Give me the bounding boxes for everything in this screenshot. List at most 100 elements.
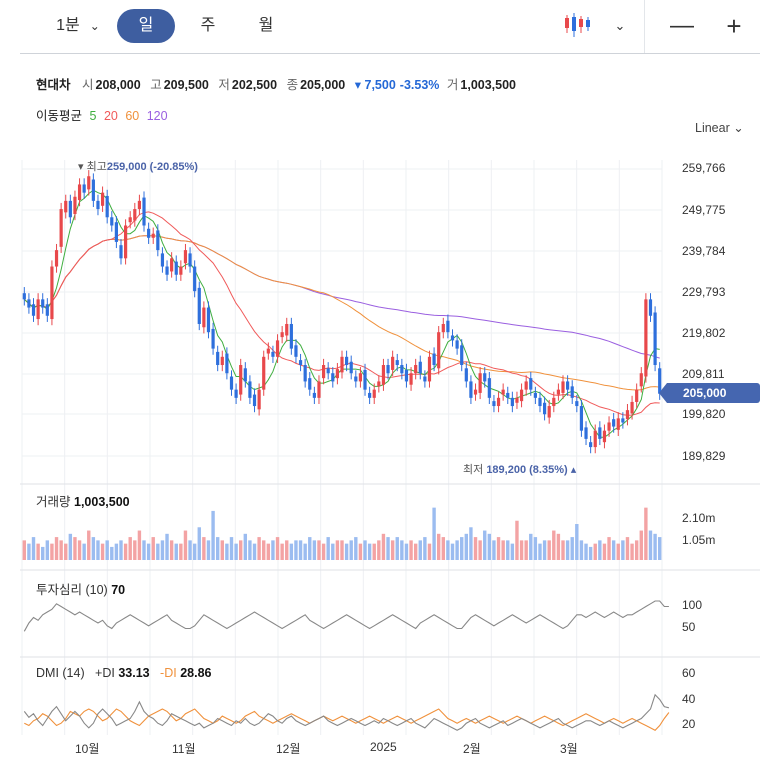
volume-bar [634, 540, 639, 560]
volume-bar [215, 537, 220, 560]
volume-bar [105, 540, 109, 560]
candle-body [27, 299, 31, 308]
volume-bar [367, 543, 372, 560]
candle-body [280, 332, 284, 338]
candle-body [317, 381, 321, 398]
candle-body [100, 192, 105, 206]
candle-body [404, 369, 409, 382]
volume-bar [280, 543, 284, 560]
volume-bar [625, 537, 630, 560]
x-tick: 10월 [75, 742, 100, 756]
volume-bar [506, 540, 510, 560]
volume-bar [556, 533, 561, 560]
candle-body [36, 299, 40, 320]
candle-body [156, 230, 160, 251]
candle-body [298, 360, 303, 366]
psych-tick: 50 [682, 620, 696, 634]
candle-body [170, 258, 174, 272]
volume-bar [68, 533, 73, 560]
volume-bar [607, 537, 611, 560]
volume-bar [570, 537, 574, 560]
candle-body [455, 340, 459, 349]
candle-body [464, 368, 468, 382]
candle-body [487, 378, 491, 398]
candle-body [225, 353, 229, 374]
volume-bar [133, 540, 137, 560]
chart-type-chevron-icon[interactable]: ⌄ [614, 18, 626, 33]
volume-bar [460, 537, 464, 560]
volume-bar [275, 537, 280, 560]
candle-body [303, 365, 307, 382]
candle-body [441, 323, 445, 333]
volume-bar [160, 540, 165, 560]
candle-body [275, 340, 280, 357]
price-tick: 209,811 [682, 367, 725, 381]
scale-mode-dropdown[interactable]: Linear ⌄ [695, 121, 744, 135]
candle-body [289, 323, 293, 349]
volume-bar [616, 543, 620, 560]
volume-bar [179, 543, 183, 560]
volume-bar [533, 537, 538, 560]
candle-body [82, 184, 86, 193]
candle-body [450, 335, 455, 341]
change-percent: -3.53% [399, 78, 440, 92]
volume-bar [593, 543, 597, 560]
candle-body [547, 406, 551, 418]
candle-body [427, 356, 432, 382]
ma-label: 이동평균 [36, 109, 83, 123]
ma-120: 120 [146, 109, 168, 123]
volume-bar [340, 540, 344, 560]
quote-summary: 현대차 시 208,000 고 209,500 저 202,500 종 205,000 … [36, 74, 522, 93]
candle-body [331, 373, 335, 382]
candle-body [114, 222, 118, 242]
candle-body [607, 422, 611, 431]
candle-body [59, 209, 63, 247]
candle-body [216, 351, 220, 366]
volume-bar [188, 540, 192, 560]
psych-tick: 100 [682, 598, 703, 612]
volume-bar [45, 540, 50, 560]
tab-month[interactable]: 월 [258, 17, 274, 34]
candle-body [123, 225, 128, 259]
candle-body [165, 266, 169, 275]
period-dropdown[interactable]: 1분 ⌄ [48, 9, 108, 43]
period-label: 1분 [56, 17, 80, 34]
volume-bar [469, 527, 473, 560]
candle-body [188, 253, 192, 267]
candle-body [41, 299, 45, 308]
candle-body [151, 233, 155, 238]
psych-panel-title: 투자심리 (10) 70 [36, 579, 125, 598]
candle-body [483, 373, 487, 382]
tab-day[interactable]: 일 [117, 9, 175, 43]
psych-panel-value: 70 [111, 583, 126, 597]
volume-bar [77, 540, 82, 560]
candle-body [257, 389, 261, 410]
low-annotation: 최저 189,200 (8.35%) ▴ [463, 461, 576, 477]
zoom-out-button[interactable]: — [670, 12, 694, 39]
volume-bar [192, 543, 197, 560]
candle-body [248, 381, 252, 398]
volume-bar [386, 537, 390, 560]
volume-bar [303, 543, 307, 560]
volume-bar [519, 540, 524, 560]
candle-body [266, 348, 270, 354]
volume-bar [73, 537, 77, 560]
volume-bar [128, 537, 132, 560]
ma-5: 5 [89, 109, 97, 123]
tab-week[interactable]: 주 [200, 17, 216, 34]
dmi-panel-label: DMI (14) [36, 666, 85, 680]
x-tick: 11월 [172, 742, 196, 756]
candle-body [386, 365, 390, 374]
volume-bar [575, 524, 579, 560]
candlestick-icon[interactable] [563, 11, 593, 45]
volume-bar [248, 540, 252, 560]
candle-body [234, 389, 238, 398]
zoom-in-button[interactable]: + [726, 11, 742, 41]
candle-body [105, 195, 109, 218]
candle-body [469, 381, 473, 398]
volume-bar [36, 543, 40, 560]
moving-average-legend[interactable]: 이동평균 5 20 60 120 [36, 105, 172, 124]
volume-bar [492, 540, 496, 560]
volume-bar [137, 530, 142, 560]
